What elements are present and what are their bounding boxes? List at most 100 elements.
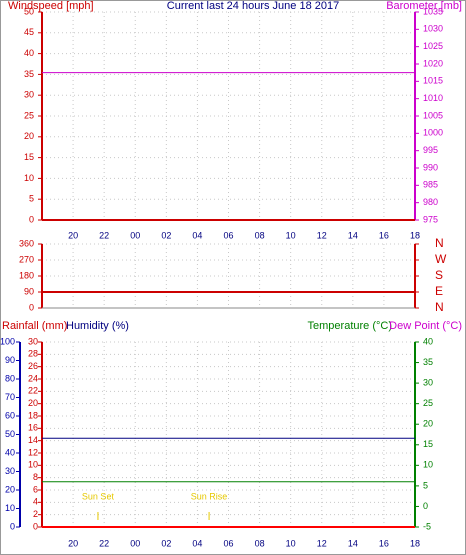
x-tick-label: 18 bbox=[410, 538, 420, 548]
tick-label: 0 bbox=[29, 214, 34, 224]
tick-label: 30 bbox=[28, 336, 38, 346]
tick-label: 15 bbox=[24, 152, 34, 162]
tick-label: 4 bbox=[33, 497, 38, 507]
tick-label: 0 bbox=[29, 302, 34, 312]
tick-label: S bbox=[435, 268, 443, 282]
tick-label: 35 bbox=[423, 357, 433, 367]
tick-label: 1015 bbox=[423, 76, 443, 86]
x-tick-label: 22 bbox=[99, 230, 109, 240]
tick-label: 16 bbox=[28, 423, 38, 433]
axis-label: Barometer [mb] bbox=[386, 0, 462, 12]
x-tick-label: 04 bbox=[192, 538, 202, 548]
annotation: Sun Rise bbox=[191, 491, 228, 501]
tick-label: 20 bbox=[28, 398, 38, 408]
tick-label: 24 bbox=[28, 373, 38, 383]
tick-label: N bbox=[435, 300, 444, 314]
tick-label: 10 bbox=[24, 173, 34, 183]
tick-label: 90 bbox=[24, 286, 34, 296]
x-tick-label: 22 bbox=[99, 538, 109, 548]
annotation: Sun Set bbox=[82, 491, 115, 501]
tick-label: 10 bbox=[28, 460, 38, 470]
tick-label: 1020 bbox=[423, 58, 443, 68]
x-tick-label: 12 bbox=[317, 230, 327, 240]
tick-label: 30 bbox=[5, 466, 15, 476]
x-tick-label: 00 bbox=[130, 230, 140, 240]
tick-label: 45 bbox=[24, 27, 34, 37]
x-tick-label: 10 bbox=[286, 230, 296, 240]
x-tick-label: 18 bbox=[410, 230, 420, 240]
axis-label: Dew Point (°C) bbox=[389, 320, 462, 332]
tick-label: 18 bbox=[28, 410, 38, 420]
tick-label: 995 bbox=[423, 145, 438, 155]
tick-label: N bbox=[435, 236, 444, 250]
tick-label: 1030 bbox=[423, 24, 443, 34]
tick-label: 360 bbox=[19, 238, 34, 248]
x-tick-label: 10 bbox=[286, 538, 296, 548]
tick-label: 30 bbox=[423, 377, 433, 387]
tick-label: 2 bbox=[33, 509, 38, 519]
tick-label: 50 bbox=[24, 6, 34, 16]
tick-label: 100 bbox=[0, 336, 15, 346]
tick-label: 60 bbox=[5, 410, 15, 420]
x-tick-label: 20 bbox=[68, 230, 78, 240]
tick-label: 40 bbox=[423, 336, 433, 346]
x-tick-label: 16 bbox=[379, 538, 389, 548]
tick-label: 180 bbox=[19, 270, 34, 280]
x-tick-label: 02 bbox=[161, 230, 171, 240]
tick-label: 25 bbox=[24, 110, 34, 120]
axis-label: Humidity (%) bbox=[66, 320, 129, 332]
tick-label: 10 bbox=[5, 503, 15, 513]
tick-label: 5 bbox=[423, 480, 428, 490]
tick-label: 50 bbox=[5, 429, 15, 439]
tick-label: 12 bbox=[28, 447, 38, 457]
tick-label: -5 bbox=[423, 521, 431, 531]
x-tick-label: 00 bbox=[130, 538, 140, 548]
tick-label: 1025 bbox=[423, 41, 443, 51]
tick-label: 14 bbox=[28, 435, 38, 445]
tick-label: 20 bbox=[5, 484, 15, 494]
tick-label: 5 bbox=[29, 194, 34, 204]
x-tick-label: 12 bbox=[317, 538, 327, 548]
tick-label: 8 bbox=[33, 472, 38, 482]
tick-label: 0 bbox=[423, 501, 428, 511]
tick-label: 35 bbox=[24, 69, 34, 79]
tick-label: 0 bbox=[33, 521, 38, 531]
tick-label: 1005 bbox=[423, 110, 443, 120]
tick-label: 22 bbox=[28, 386, 38, 396]
tick-label: 1010 bbox=[423, 93, 443, 103]
tick-label: 40 bbox=[5, 447, 15, 457]
tick-label: 975 bbox=[423, 214, 438, 224]
tick-label: 26 bbox=[28, 361, 38, 371]
tick-label: 15 bbox=[423, 439, 433, 449]
tick-label: 20 bbox=[24, 131, 34, 141]
tick-label: 985 bbox=[423, 180, 438, 190]
tick-label: 10 bbox=[423, 460, 433, 470]
tick-label: 30 bbox=[24, 90, 34, 100]
tick-label: 28 bbox=[28, 349, 38, 359]
tick-label: 25 bbox=[423, 398, 433, 408]
tick-label: 980 bbox=[423, 197, 438, 207]
x-tick-label: 04 bbox=[192, 230, 202, 240]
tick-label: W bbox=[435, 252, 447, 266]
axis-label: Temperature (°C) bbox=[308, 320, 392, 332]
chart-title: Current last 24 hours June 18 2017 bbox=[167, 0, 339, 12]
tick-label: 90 bbox=[5, 355, 15, 365]
tick-label: 40 bbox=[24, 48, 34, 58]
tick-label: 990 bbox=[423, 162, 438, 172]
tick-label: 1000 bbox=[423, 128, 443, 138]
x-tick-label: 14 bbox=[348, 538, 358, 548]
x-tick-label: 06 bbox=[223, 538, 233, 548]
tick-label: 0 bbox=[10, 521, 15, 531]
x-tick-label: 08 bbox=[255, 538, 265, 548]
tick-label: 70 bbox=[5, 392, 15, 402]
tick-label: 270 bbox=[19, 254, 34, 264]
tick-label: E bbox=[435, 284, 443, 298]
tick-label: 80 bbox=[5, 373, 15, 383]
x-tick-label: 14 bbox=[348, 230, 358, 240]
x-tick-label: 08 bbox=[255, 230, 265, 240]
x-tick-label: 20 bbox=[68, 538, 78, 548]
tick-label: 6 bbox=[33, 484, 38, 494]
x-tick-label: 06 bbox=[223, 230, 233, 240]
